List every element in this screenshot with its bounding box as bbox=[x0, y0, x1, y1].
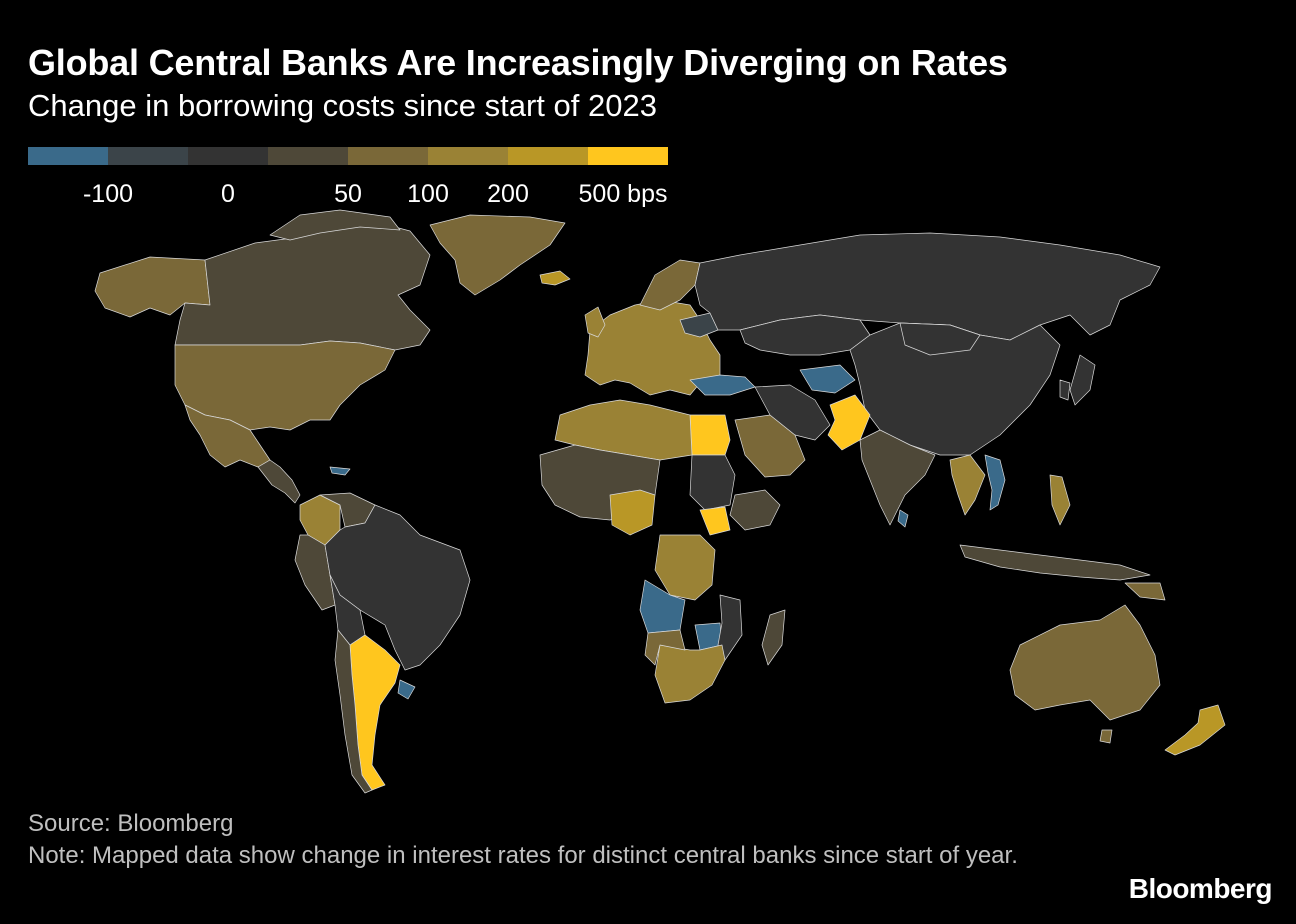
map-region-belarus bbox=[679, 312, 719, 338]
map-region-tasmania bbox=[1099, 729, 1113, 744]
legend-swatch-5 bbox=[348, 147, 428, 165]
map-region-afghanistan bbox=[799, 364, 856, 394]
map-region-india bbox=[859, 429, 936, 526]
map-region-namibia bbox=[644, 629, 686, 666]
map-region-philippines bbox=[1049, 474, 1071, 526]
legend-swatch-2 bbox=[108, 147, 188, 165]
map-region-south-sudan bbox=[699, 506, 731, 536]
map-region-korea bbox=[1059, 379, 1071, 401]
note-text: Note: Mapped data show change in interes… bbox=[28, 842, 1018, 869]
map-region-canada-islands bbox=[269, 209, 401, 241]
legend-label-100: 100 bbox=[407, 180, 449, 208]
legend-label-neg100: -100 bbox=[82, 180, 134, 208]
map-region-chile bbox=[334, 629, 373, 794]
map-region-iran bbox=[754, 384, 831, 441]
map-region-new-zealand bbox=[1164, 704, 1226, 756]
map-region-madagascar bbox=[761, 609, 786, 666]
map-region-uruguay bbox=[397, 679, 416, 700]
map-region-caribbean bbox=[329, 466, 351, 476]
map-region-north-africa bbox=[554, 399, 693, 461]
map-region-myanmar-thailand bbox=[949, 454, 986, 516]
map-region-indonesia bbox=[959, 544, 1151, 581]
map-region-iceland bbox=[539, 270, 571, 286]
legend-swatch-3 bbox=[188, 147, 268, 165]
source-note: Source: Bloomberg bbox=[28, 810, 234, 837]
map-region-south-africa bbox=[654, 644, 726, 704]
bloomberg-logo: Bloomberg bbox=[1128, 873, 1273, 904]
legend-swatch-8 bbox=[588, 147, 668, 165]
map-region-alaska bbox=[94, 256, 211, 318]
map-region-papua-new-guinea bbox=[1124, 582, 1166, 601]
map-region-scandinavia bbox=[639, 259, 701, 311]
map-region-japan bbox=[1069, 354, 1096, 406]
legend-label-200: 200 bbox=[487, 180, 529, 208]
chart-title: Global Central Banks Are Increasingly Di… bbox=[28, 42, 1008, 83]
map-region-egypt bbox=[689, 414, 731, 456]
legend-swatch-4 bbox=[268, 147, 348, 165]
map-region-mongolia bbox=[899, 322, 981, 356]
map-region-sri-lanka bbox=[897, 509, 909, 528]
map-region-ethiopia bbox=[729, 489, 781, 531]
legend-label-50: 50 bbox=[334, 180, 362, 208]
legend-label-0: 0 bbox=[221, 180, 235, 208]
map-region-greenland bbox=[429, 214, 566, 296]
map-region-nigeria bbox=[609, 489, 656, 536]
map-region-sudan bbox=[689, 454, 736, 511]
legend-swatch-6 bbox=[428, 147, 508, 165]
legend-swatch-7 bbox=[508, 147, 588, 165]
legend-label-500: 500 bps bbox=[578, 180, 668, 208]
map-region-pakistan bbox=[827, 394, 871, 451]
map-region-dr-congo bbox=[654, 534, 716, 601]
world-map bbox=[94, 209, 1226, 794]
chart-subtitle: Change in borrowing costs since start of… bbox=[28, 88, 657, 123]
map-region-russia bbox=[694, 232, 1161, 341]
map-region-australia bbox=[1009, 604, 1161, 721]
map-region-vietnam bbox=[984, 454, 1006, 511]
map-region-central-america bbox=[257, 459, 301, 504]
legend-swatch-1 bbox=[28, 147, 108, 165]
map-region-uk bbox=[584, 306, 606, 338]
legend-color-bar bbox=[28, 147, 668, 165]
map-region-canada bbox=[174, 222, 431, 351]
